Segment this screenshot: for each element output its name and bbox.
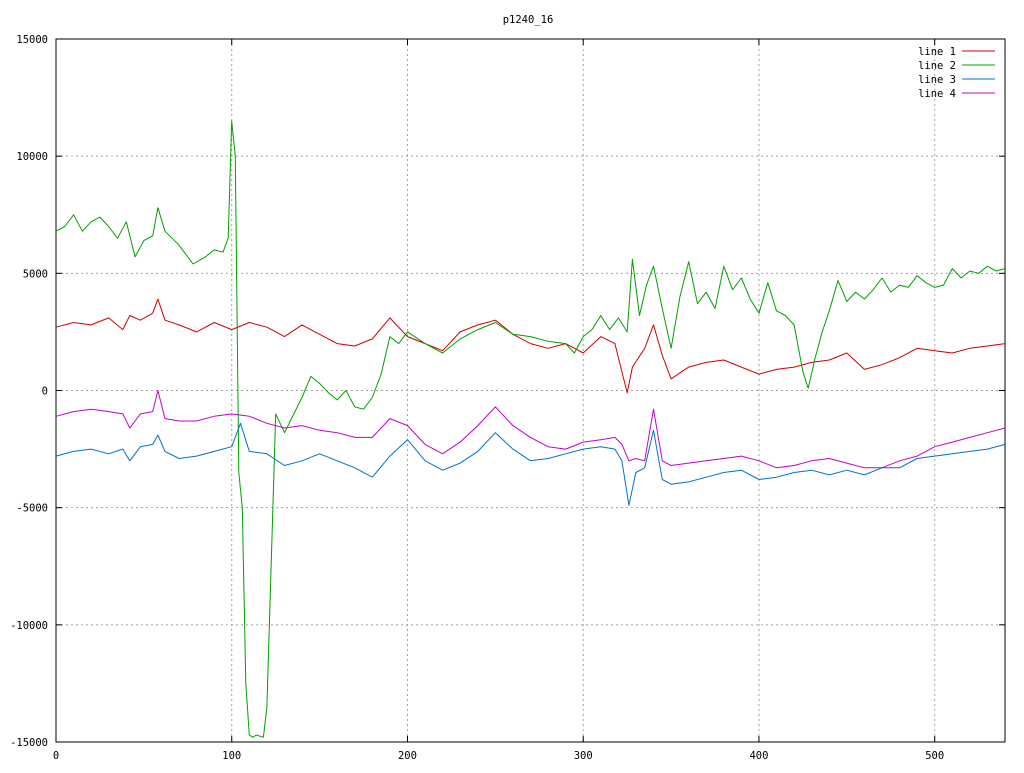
legend-label: line 1 — [918, 46, 956, 58]
series-line-4 — [55, 390, 1006, 469]
chart-title: p1240_16 — [503, 14, 554, 26]
axis-ticks: 0 100 200 300 400 500 -15000 -10000 -5000 0 5000 10… — [10, 34, 1005, 762]
series-line-1 — [55, 298, 1006, 394]
x-tick-label: 100 — [222, 750, 241, 762]
x-tick-label: 400 — [749, 750, 768, 762]
y-tick-label: -5000 — [16, 503, 48, 515]
legend-label: line 3 — [918, 74, 956, 86]
x-tick-label: 0 — [53, 750, 59, 762]
series-lines — [55, 120, 1006, 738]
legend-label: line 2 — [918, 60, 956, 72]
y-tick-label: 15000 — [16, 34, 48, 46]
series-line-3 — [55, 422, 1006, 506]
x-tick-label: 500 — [925, 750, 944, 762]
legend-label: line 4 — [918, 88, 956, 100]
y-tick-label: 0 — [42, 386, 48, 398]
y-tick-label: 10000 — [16, 151, 48, 163]
x-tick-label: 300 — [574, 750, 593, 762]
series-line-2 — [55, 120, 1006, 738]
grid — [56, 39, 1005, 742]
y-tick-label: -10000 — [10, 620, 48, 632]
y-tick-label: 5000 — [23, 268, 48, 280]
legend: line 1 line 2 line 3 line 4 — [918, 46, 995, 100]
y-tick-label: -15000 — [10, 737, 48, 749]
x-tick-label: 200 — [398, 750, 417, 762]
